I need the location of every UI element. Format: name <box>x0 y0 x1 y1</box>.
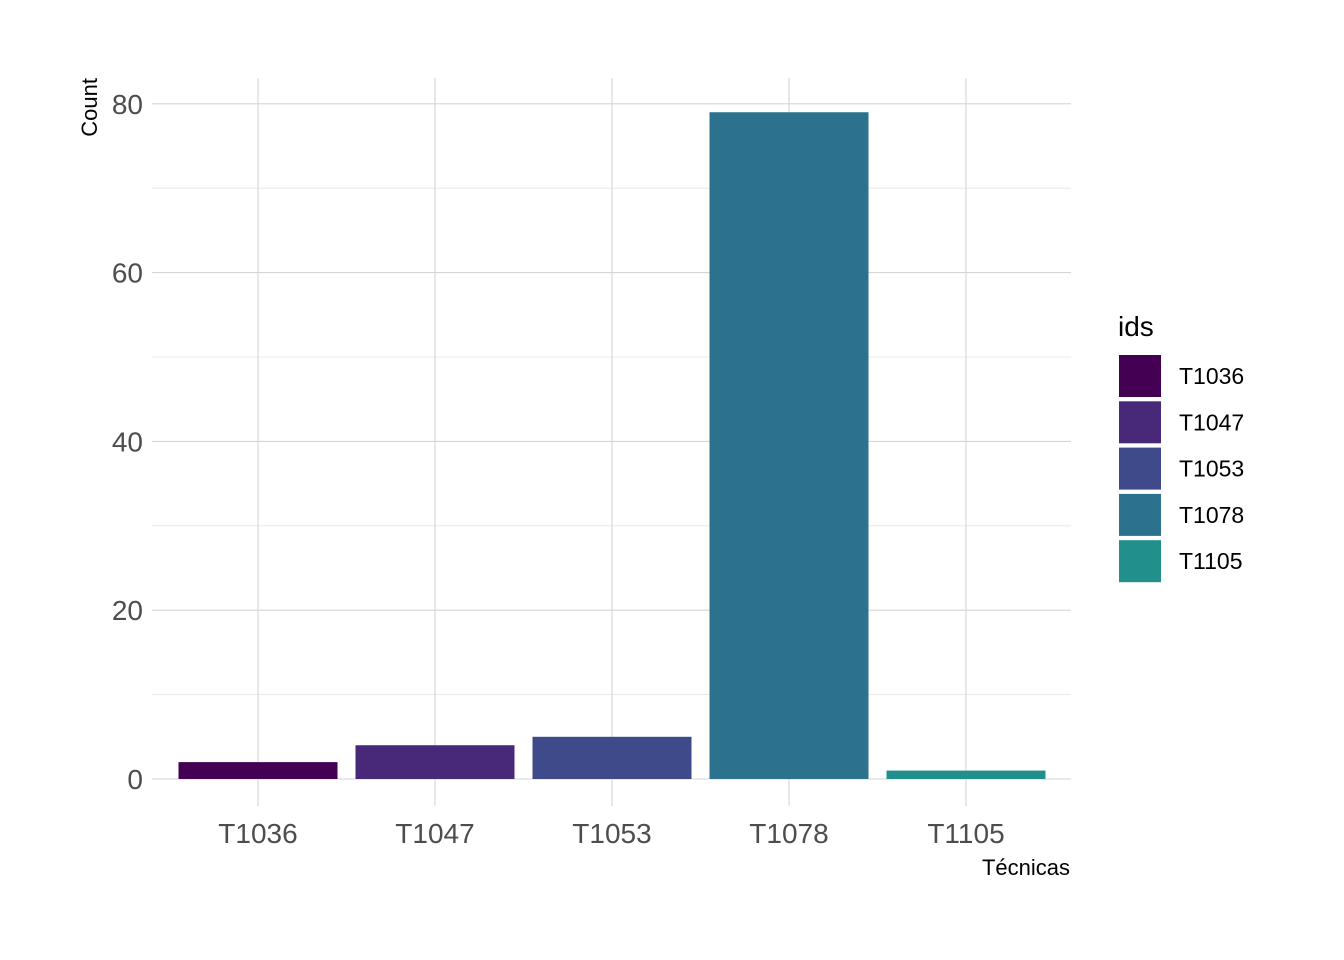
legend-title: ids <box>1118 311 1154 342</box>
y-tick-label: 20 <box>112 595 143 626</box>
legend-label: T1078 <box>1179 502 1244 528</box>
legend-key-T1105 <box>1119 540 1161 583</box>
legend-entries: T1036 T1047 T1053 T1078 T1105 <box>1119 355 1244 583</box>
x-axis-tick-labels: T1036 T1047 T1053 T1078 T1105 <box>218 818 1004 849</box>
y-tick-label: 60 <box>112 258 143 289</box>
x-tick-label: T1036 <box>218 818 297 849</box>
y-axis-title: Count <box>77 78 102 137</box>
bar-T1047 <box>355 745 515 779</box>
legend-key-T1078 <box>1119 493 1161 536</box>
grid-lines <box>152 78 1071 806</box>
legend-key-T1047 <box>1119 401 1161 444</box>
legend-key-T1036 <box>1119 355 1161 397</box>
x-tick-label: T1047 <box>395 818 474 849</box>
x-axis-title: Técnicas <box>982 855 1070 880</box>
y-tick-label: 80 <box>112 89 143 120</box>
legend-label: T1047 <box>1179 409 1244 435</box>
y-axis-tick-labels: 0 20 40 60 80 <box>112 89 143 795</box>
legend-label: T1105 <box>1179 548 1243 574</box>
bar-T1078 <box>709 112 869 780</box>
x-tick-label: T1053 <box>572 818 651 849</box>
bar-T1053 <box>532 736 692 779</box>
y-tick-label: 0 <box>127 764 143 795</box>
x-tick-label: T1078 <box>749 818 828 849</box>
legend-label: T1053 <box>1179 456 1244 482</box>
bars <box>178 112 1046 780</box>
bar-T1036 <box>178 762 338 779</box>
legend-label: T1036 <box>1179 363 1244 389</box>
legend: ids T1036 T1047 T1053 T1078 T1105 <box>1118 311 1244 583</box>
bar-T1105 <box>886 770 1046 779</box>
legend-key-T1053 <box>1119 447 1161 490</box>
x-tick-label: T1105 <box>927 818 1004 849</box>
y-tick-label: 40 <box>112 426 143 457</box>
